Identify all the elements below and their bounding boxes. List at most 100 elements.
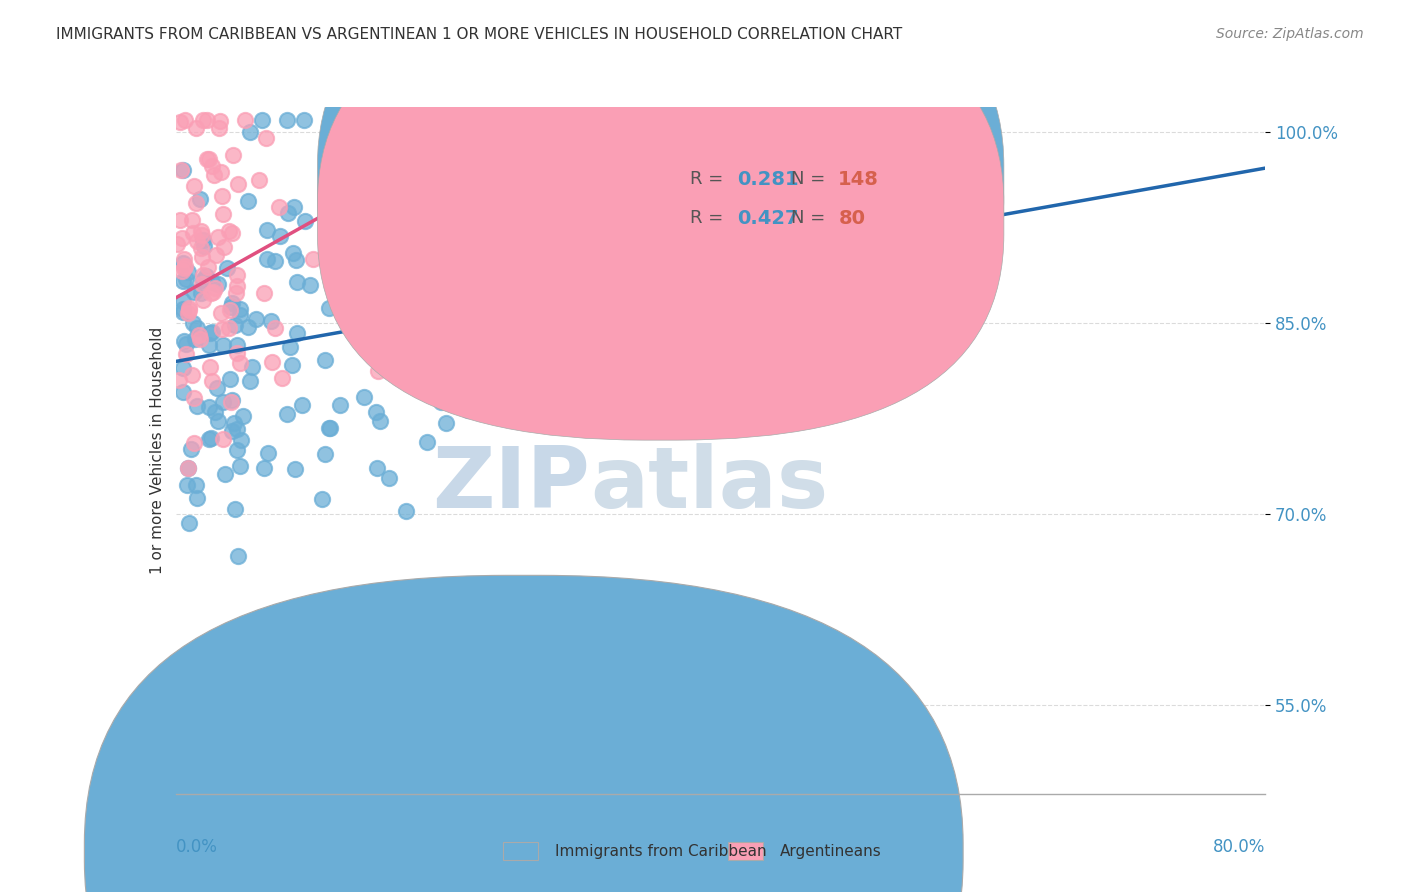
Text: Source: ZipAtlas.com: Source: ZipAtlas.com bbox=[1216, 27, 1364, 41]
Point bbox=[225, 346, 247, 360]
Point bbox=[434, 277, 457, 291]
Point bbox=[211, 188, 233, 202]
Point bbox=[278, 340, 301, 354]
Point bbox=[239, 125, 262, 139]
Point bbox=[291, 398, 314, 412]
Point bbox=[226, 177, 249, 191]
Point bbox=[254, 131, 277, 145]
Point bbox=[443, 385, 465, 400]
Point bbox=[186, 321, 208, 335]
Point bbox=[200, 286, 222, 301]
Point bbox=[188, 328, 211, 343]
Point bbox=[177, 306, 200, 320]
Point bbox=[405, 260, 427, 274]
Point bbox=[176, 478, 198, 492]
Point bbox=[329, 398, 352, 412]
Point bbox=[430, 382, 453, 396]
Point bbox=[207, 230, 229, 244]
Point bbox=[457, 403, 479, 417]
Point bbox=[193, 233, 215, 247]
Point bbox=[633, 112, 655, 127]
Point bbox=[217, 261, 239, 276]
Point bbox=[226, 422, 249, 436]
Point bbox=[181, 226, 204, 240]
Point bbox=[181, 316, 204, 330]
Point bbox=[330, 248, 353, 262]
Point bbox=[269, 228, 291, 243]
Point bbox=[221, 424, 243, 438]
Point bbox=[174, 112, 197, 127]
Point bbox=[440, 313, 463, 327]
Text: R =: R = bbox=[690, 210, 730, 227]
Point bbox=[238, 319, 260, 334]
Point bbox=[172, 274, 194, 288]
Point bbox=[219, 302, 242, 317]
Text: 148: 148 bbox=[838, 169, 879, 189]
Point bbox=[748, 145, 770, 160]
Point bbox=[173, 261, 195, 276]
Point bbox=[380, 319, 402, 334]
Point bbox=[253, 285, 276, 300]
Point bbox=[453, 301, 475, 316]
Point bbox=[330, 268, 353, 282]
Point bbox=[315, 185, 337, 199]
Point bbox=[224, 501, 246, 516]
Point bbox=[169, 212, 191, 227]
Point bbox=[259, 314, 281, 328]
Point bbox=[277, 205, 299, 219]
Point bbox=[314, 353, 336, 368]
Point bbox=[257, 446, 280, 460]
Point bbox=[198, 400, 221, 414]
Point bbox=[405, 357, 427, 371]
Y-axis label: 1 or more Vehicles in Household: 1 or more Vehicles in Household bbox=[149, 326, 165, 574]
Point bbox=[211, 338, 233, 352]
Text: 80: 80 bbox=[838, 209, 865, 227]
Point bbox=[224, 416, 246, 430]
Point bbox=[395, 503, 418, 517]
Point bbox=[191, 250, 214, 264]
Point bbox=[239, 374, 262, 388]
Point bbox=[242, 360, 264, 375]
Point bbox=[318, 301, 340, 315]
Point bbox=[218, 372, 240, 386]
FancyBboxPatch shape bbox=[318, 0, 1004, 402]
Point bbox=[281, 358, 304, 372]
Text: N =: N = bbox=[792, 210, 831, 227]
Point bbox=[207, 277, 229, 291]
Text: Immigrants from Caribbean: Immigrants from Caribbean bbox=[555, 845, 768, 859]
Point bbox=[174, 259, 197, 273]
Point bbox=[221, 227, 243, 241]
Point bbox=[198, 360, 221, 375]
Point bbox=[221, 392, 243, 407]
Point bbox=[198, 152, 221, 166]
Point bbox=[225, 337, 247, 351]
Point bbox=[183, 285, 205, 299]
Point bbox=[873, 179, 896, 194]
Point bbox=[184, 120, 207, 135]
Point bbox=[398, 260, 420, 275]
Point bbox=[166, 236, 188, 251]
Point bbox=[172, 305, 194, 319]
Point bbox=[205, 381, 228, 395]
Point bbox=[184, 332, 207, 346]
Point bbox=[201, 159, 224, 173]
Point bbox=[211, 322, 233, 336]
Point bbox=[209, 306, 232, 320]
Text: Argentineans: Argentineans bbox=[780, 845, 882, 859]
Point bbox=[174, 346, 197, 360]
Point bbox=[212, 239, 235, 253]
Point bbox=[245, 312, 267, 326]
Point bbox=[170, 231, 193, 245]
Point bbox=[191, 268, 214, 282]
Point bbox=[281, 245, 304, 260]
Point bbox=[284, 253, 307, 268]
Point bbox=[212, 432, 235, 446]
Point bbox=[221, 296, 243, 310]
Point bbox=[702, 414, 724, 428]
Text: R =: R = bbox=[690, 170, 730, 188]
Point bbox=[353, 265, 375, 279]
Point bbox=[188, 192, 211, 206]
Point bbox=[191, 112, 214, 127]
Point bbox=[229, 459, 252, 474]
Point bbox=[225, 442, 247, 457]
